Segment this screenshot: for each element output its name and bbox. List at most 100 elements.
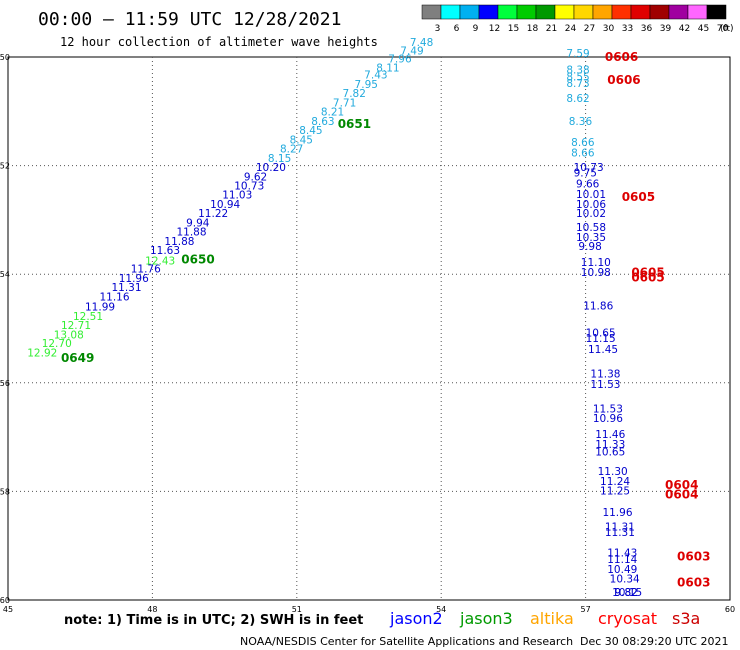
satellite-label: s3a: [672, 609, 700, 628]
time-label: 0605: [631, 270, 664, 284]
time-label: 0605: [631, 266, 664, 280]
legend-label: 21: [546, 24, 557, 34]
data-point: 11.25: [600, 486, 630, 498]
data-point: 11.15: [586, 333, 616, 345]
legend-swatch: [478, 4, 499, 20]
x-tick-label: 45: [3, 605, 13, 614]
data-point: 7.49: [400, 45, 423, 57]
legend-label: 36: [641, 24, 653, 34]
data-point: 10.06: [576, 199, 606, 211]
data-point: 7.59: [566, 48, 589, 60]
satellite-label: cryosat: [598, 609, 657, 628]
x-tick-label: 54: [436, 605, 446, 614]
data-point: 8.15: [268, 153, 291, 165]
legend-swatch: [421, 4, 442, 20]
time-labels: 0649065006510606060606050605060506040604…: [61, 50, 711, 590]
legend-label: 18: [527, 24, 539, 34]
data-point: 11.38: [590, 368, 620, 380]
data-point: 11.86: [583, 300, 613, 312]
legend-unit: (ft): [720, 24, 734, 34]
time-label: 0604: [665, 478, 698, 492]
data-point: 11.33: [595, 439, 625, 451]
data-point: 11.03: [222, 190, 252, 202]
data-point: 11.63: [150, 245, 180, 257]
data-point: 8.66: [571, 137, 595, 149]
time-label: 0604: [665, 488, 698, 502]
data-point: 11.14: [607, 554, 637, 566]
data-point: 11.45: [588, 344, 618, 356]
legend-label: 6: [454, 24, 460, 34]
data-point: 10.02: [576, 208, 606, 220]
footer-timestamp: Dec 30 08:29:20 UTC 2021: [580, 635, 728, 648]
legend-label: 24: [565, 24, 577, 34]
footer-credit: NOAA/NESDIS Center for Satellite Applica…: [240, 635, 573, 648]
data-point: 8.45: [299, 125, 322, 137]
data-point: 13.08: [54, 329, 84, 341]
data-point: 10.15: [612, 587, 642, 599]
legend-label: 30: [603, 24, 615, 34]
data-point: 12.51: [73, 311, 103, 323]
data-point: 10.96: [593, 413, 623, 425]
data-point: 7.96: [388, 53, 412, 65]
data-point: 7.82: [343, 88, 366, 100]
legend-swatch: [668, 4, 689, 20]
satellite-label: altika: [530, 609, 574, 628]
data-point: 9.82: [614, 587, 637, 599]
data-point: 7.71: [333, 97, 356, 109]
time-label: 0649: [61, 351, 94, 365]
legend-label: 42: [679, 24, 690, 34]
data-point: 11.10: [581, 257, 611, 269]
data-point: 8.21: [321, 107, 344, 119]
y-tick-label: -58: [0, 487, 10, 496]
legend-label: 3: [435, 24, 441, 34]
y-tick-label: -54: [0, 270, 10, 279]
legend-swatch: [592, 4, 613, 20]
time-label: 0606: [605, 50, 638, 64]
time-label: 0603: [677, 550, 710, 564]
chart-subtitle: 12 hour collection of altimeter wave hei…: [60, 35, 378, 49]
x-tick-label: 60: [725, 605, 735, 614]
axis-ticks: 45 48 51 54 57 60 -50 -52 -54 -56 -58 -60: [0, 53, 735, 614]
legend-label: 70: [717, 24, 729, 34]
data-point: 10.73: [574, 162, 604, 174]
legend-swatch: [630, 4, 651, 20]
legend-swatch: [573, 4, 594, 20]
data-point: 11.31: [111, 282, 141, 294]
data-point: 10.98: [581, 267, 611, 279]
time-label: 0605: [622, 190, 655, 204]
legend-swatch: [554, 4, 575, 20]
data-point: 11.96: [602, 507, 632, 519]
data-point: 11.43: [607, 548, 637, 560]
data-point: 8.62: [566, 93, 589, 105]
data-point: 8.66: [571, 147, 595, 159]
data-point: 10.65: [586, 328, 616, 340]
legend-swatch: [459, 4, 480, 20]
data-point: 11.22: [198, 208, 228, 220]
data-point: 10.34: [610, 574, 640, 586]
time-label: 0606: [607, 73, 640, 87]
data-point: 7.48: [410, 37, 433, 49]
data-point: 12.71: [61, 320, 91, 332]
time-label: 0603: [677, 576, 710, 590]
footer-note: note: 1) Time is in UTC; 2) SWH is in fe…: [64, 613, 363, 628]
satellite-label: jason3: [459, 609, 513, 628]
satellite-legend: jason2 jason3 altika cryosat s3a: [389, 609, 700, 628]
data-point: 8.38: [566, 64, 589, 76]
data-point: 8.63: [311, 116, 334, 128]
legend-swatch: [516, 4, 537, 20]
data-point: 10.35: [576, 232, 606, 244]
y-tick-label: -50: [0, 53, 10, 62]
data-point: 10.58: [576, 222, 606, 234]
legend-label: 45: [698, 24, 709, 34]
data-point: 10.20: [256, 162, 286, 174]
legend-label: 12: [489, 24, 500, 34]
legend-swatch: [497, 4, 518, 20]
data-point: 11.31: [605, 521, 635, 533]
data-point: 7.43: [364, 70, 387, 82]
y-tick-label: -56: [0, 379, 10, 388]
data-point: 9.94: [186, 217, 210, 229]
legend-swatch: [440, 4, 461, 20]
y-tick-label: -52: [0, 162, 10, 171]
